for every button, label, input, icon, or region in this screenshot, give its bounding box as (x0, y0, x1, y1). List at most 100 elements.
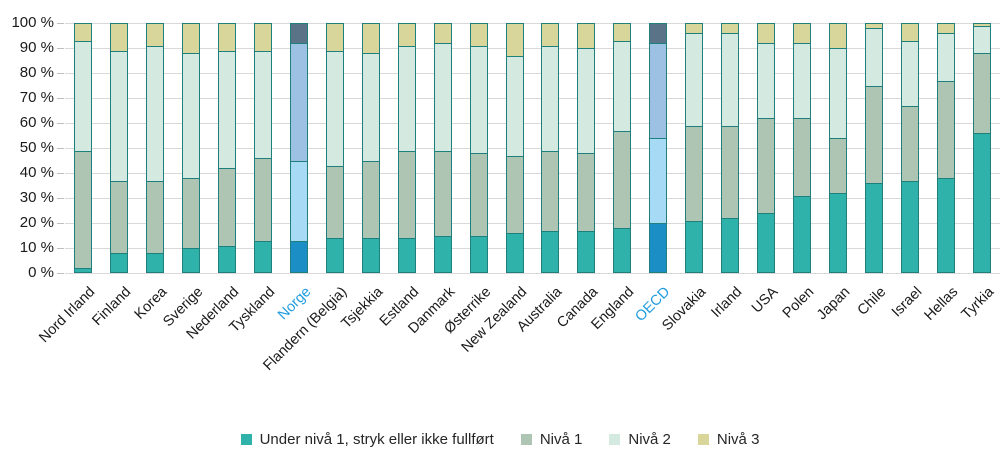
bar-segment (757, 213, 776, 273)
bar-sverige (181, 23, 200, 273)
bar-segment (901, 40, 920, 106)
bar-segment (181, 53, 200, 178)
y-axis-label: 70 % (19, 89, 54, 106)
bar-segment (577, 48, 596, 153)
gridline (65, 47, 1000, 49)
bar-england (613, 23, 632, 273)
bar-segment (937, 23, 956, 33)
bar-segment (829, 23, 848, 48)
bar-segment (109, 253, 128, 273)
bar-segment (469, 45, 488, 153)
bar-norge (289, 23, 308, 273)
bar-segment (721, 33, 740, 126)
bar-segment (325, 165, 344, 238)
legend-label-niva-3: Nivå 3 (716, 431, 760, 448)
bar-segment (685, 125, 704, 221)
bar-segment (433, 43, 452, 151)
bar-segment (145, 45, 164, 181)
y-axis-tick (57, 97, 64, 99)
y-axis-tick (57, 22, 64, 24)
gridline (65, 247, 1000, 249)
bar-segment (937, 33, 956, 81)
bar-segment (505, 155, 524, 233)
bar-segment (973, 25, 992, 53)
bar-segment (217, 168, 236, 246)
y-axis-tick (57, 222, 64, 224)
bar-usa (757, 23, 776, 273)
bar-segment (613, 23, 632, 41)
bar-segment (685, 33, 704, 126)
bar-segment (505, 23, 524, 56)
gridline (65, 72, 1000, 74)
legend-item-under-niva-1: Under nivå 1, stryk eller ikke fullført (240, 431, 494, 448)
bar-segment (901, 180, 920, 273)
bar-segment (613, 130, 632, 228)
bar-korea (145, 23, 164, 273)
bar-segment (433, 150, 452, 236)
bar-segment (397, 45, 416, 151)
bar-new-zealand (505, 23, 524, 273)
legend-item-niva-1: Nivå 1 (520, 431, 582, 448)
legend-label-niva-2: Nivå 2 (628, 431, 671, 448)
bar-segment (73, 268, 92, 273)
bar-segment (217, 245, 236, 273)
bar-danmark (433, 23, 452, 273)
gridline (65, 97, 1000, 99)
bar-segment (73, 23, 92, 41)
bar-segment (145, 180, 164, 253)
bar-segment (901, 105, 920, 181)
bar-segment (361, 53, 380, 161)
legend-label-under-niva-1: Under nivå 1, stryk eller ikke fullført (259, 431, 494, 448)
bar-estland (397, 23, 416, 273)
legend: Under nivå 1, stryk eller ikke fullført … (0, 431, 1000, 448)
bar-segment (217, 50, 236, 168)
bar-segment (289, 23, 308, 43)
bar-segment (217, 23, 236, 51)
bar-segment (469, 153, 488, 236)
gridline (65, 172, 1000, 174)
bar-segment (325, 238, 344, 273)
bar-hellas (937, 23, 956, 273)
bar-segment (865, 85, 884, 183)
bar-nederland (217, 23, 236, 273)
gridline (65, 22, 1000, 24)
bar-japan (829, 23, 848, 273)
bar-canada (577, 23, 596, 273)
bar-chile (865, 23, 884, 273)
bar-segment (325, 50, 344, 166)
bar-segment (829, 48, 848, 138)
bar-segment (829, 138, 848, 193)
bar-segment (649, 223, 668, 273)
legend-item-niva-3: Nivå 3 (697, 431, 760, 448)
y-axis-label: 60 % (19, 114, 54, 131)
bar-slovakia (685, 23, 704, 273)
gridline (65, 122, 1000, 124)
bar-segment (757, 43, 776, 118)
bar-segment (73, 40, 92, 151)
bar-segment (721, 23, 740, 33)
bar-segment (577, 230, 596, 273)
bar-segment (253, 50, 272, 158)
bar-segment (505, 233, 524, 273)
bar-segment (397, 150, 416, 238)
bar-oecd (649, 23, 668, 273)
bar-segment (109, 50, 128, 181)
bar-segment (613, 40, 632, 131)
bar-segment (649, 43, 668, 138)
bar-segment (73, 150, 92, 268)
y-axis-label: 100 % (11, 14, 54, 31)
gridline (65, 147, 1000, 149)
bar-segment (145, 253, 164, 273)
y-axis-tick (57, 122, 64, 124)
bar-segment (865, 183, 884, 273)
gridline (65, 197, 1000, 199)
bar-segment (145, 23, 164, 46)
bar-segment (397, 23, 416, 46)
y-axis-label: 80 % (19, 64, 54, 81)
legend-swatch-niva-2 (609, 434, 621, 445)
y-axis-label: 50 % (19, 139, 54, 156)
bar-segment (757, 118, 776, 213)
bar-segment (325, 23, 344, 51)
bar-segment (793, 195, 812, 273)
y-axis-label: 20 % (19, 214, 54, 231)
